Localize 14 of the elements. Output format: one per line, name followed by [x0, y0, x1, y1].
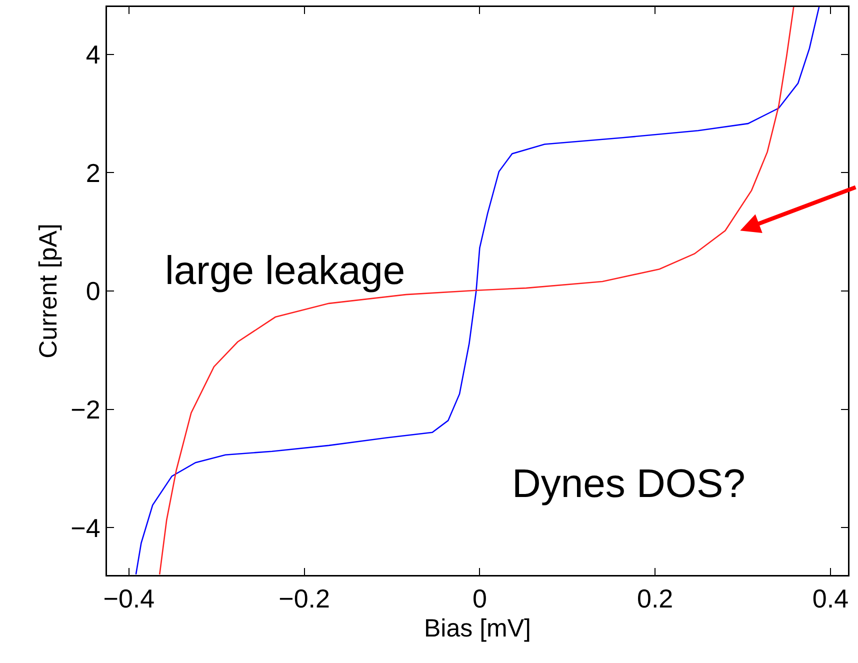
x-axis-title: Bias [mV]: [424, 614, 531, 642]
x-tick-label: 0.4: [812, 584, 849, 614]
x-tick-label: −0.2: [278, 584, 330, 614]
y-tick-label: −2: [70, 394, 100, 424]
x-tick-label: 0.2: [637, 584, 674, 614]
annotation: large leakage: [165, 249, 406, 293]
y-axis-title: Current [pA]: [34, 224, 63, 358]
y-tick-label: 4: [86, 39, 100, 70]
y-tick-label: 0: [86, 276, 100, 306]
annotation: Dynes DOS?: [512, 462, 746, 506]
y-tick-label: 2: [86, 158, 100, 188]
y-tick-label: −4: [70, 512, 100, 543]
x-tick-label: 0: [472, 584, 487, 614]
x-tick-label: −0.4: [103, 584, 155, 614]
